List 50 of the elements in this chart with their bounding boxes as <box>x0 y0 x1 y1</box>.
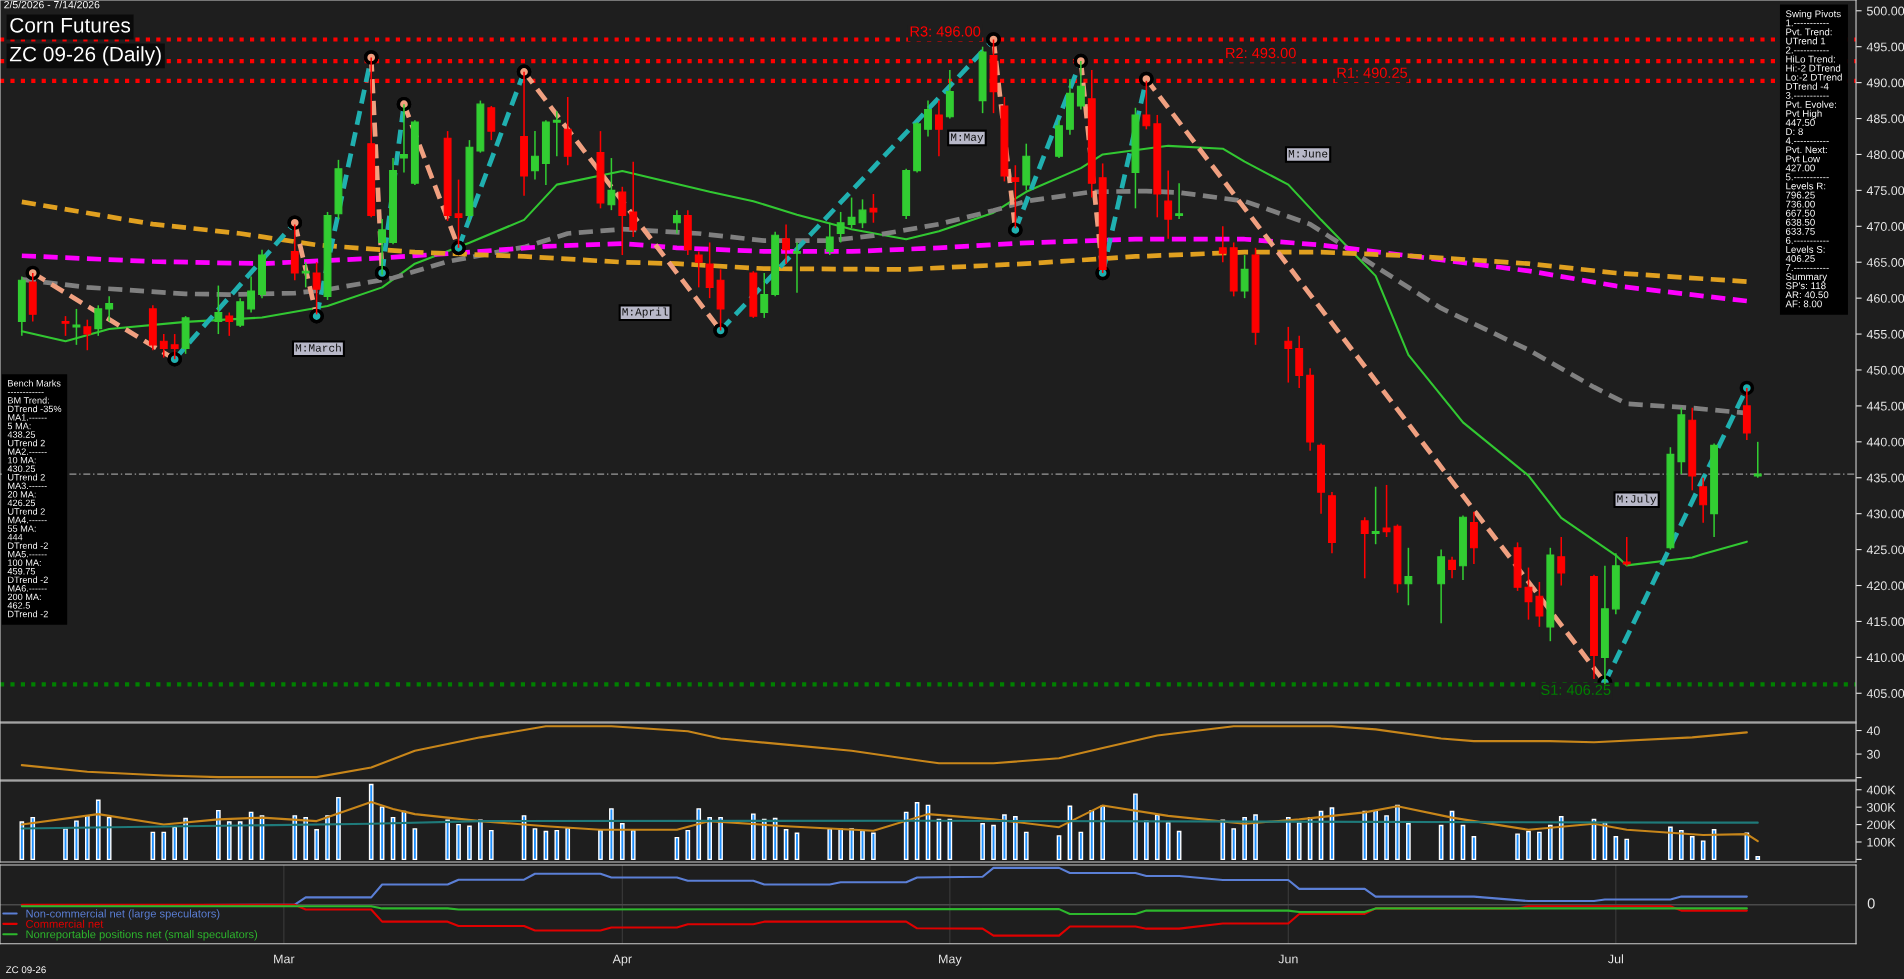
text: ZC 09-26 <box>6 966 46 974</box>
y-tick-label: 445.00 <box>1866 401 1904 411</box>
y-tick-label: 490.00 <box>1866 78 1904 88</box>
text: Corn Futures <box>10 17 131 33</box>
y-tick-label: 480.00 <box>1866 150 1904 160</box>
y-tick-label: 30 <box>1866 749 1880 759</box>
x-tick-label: Mar <box>274 954 295 964</box>
annotation: M:June <box>1288 150 1328 158</box>
y-tick-label: 100K <box>1867 837 1896 847</box>
annotation: 2/5/2026 - 7/14/2026 <box>4 0 100 9</box>
legend-label: Commercial net <box>26 919 104 928</box>
annotation: M:April <box>622 307 668 318</box>
x-tick-label: May <box>939 954 962 966</box>
y-tick-label: 475.00 <box>1866 186 1904 196</box>
annotation: M:March <box>295 343 341 352</box>
ref-line-label: R1: 490.25 <box>1337 67 1408 78</box>
x-tick-label: Jun <box>1278 954 1298 964</box>
y-tick-label: 470.00 <box>1866 222 1904 231</box>
y-tick-label: 40 <box>1866 726 1880 736</box>
y-tick-label: 435.00 <box>1866 473 1904 483</box>
y-tick-label: 300K <box>1866 802 1896 812</box>
x-tick-label: Apr <box>612 954 632 966</box>
y-tick-label: 410.00 <box>1866 653 1904 663</box>
y-tick-label: 405.00 <box>1866 689 1904 698</box>
y-tick-label: 415.00 <box>1866 617 1904 627</box>
y-tick-label: 440.00 <box>1866 437 1904 447</box>
annotation: M:May <box>950 133 984 144</box>
legend-label: Nonreportable positions net (small speculators) <box>26 930 258 941</box>
text: Swing Pivots 1.----------- Pvt. Trend: UTrend 1 2.----------- HiLo Trend: Hi:-2 DTrend Lo:-2 DTrend DTrend -4 3.----------- Pvt. Evolve: Pvt High 447.50 D: 8 4.----------- Pvt. Next: Pvt Low 427.00 5.----------- Levels R: 796.25 736.00 667.50 638.50 633.75 6.----------- Levels S: 406.25 7.----------- Summary SP's: 118 AR: 40.50 AF: 8.00 <box>1785 10 1842 308</box>
y-tick-label: 485.00 <box>1866 114 1904 124</box>
text: Bench Marks ------------ BM Trend: DTrend -35% MA1.------ 5 MA: 438.25 UTrend 2 MA2.------ 10 MA: 430.25 UTrend 2 MA3.------ 20 MA: 426.25 UTrend 2 MA4.------ 55 MA: 444 DTrend -2 MA5.------ 100 MA: 459.75 DTrend -2 MA6.------ 200 MA: 462.5 DTrend -2 <box>7 379 62 618</box>
y-tick-label: 465.00 <box>1866 258 1904 267</box>
ref-line-label: R2: 493.00 <box>1226 47 1296 59</box>
y-tick-label: 425.00 <box>1866 545 1904 555</box>
y-tick-label: 420.00 <box>1866 581 1904 591</box>
ref-line-label: S1: 406.25 <box>1541 684 1611 696</box>
annotation: M:July <box>1617 494 1657 505</box>
y-tick-label: 500.00 <box>1866 6 1904 16</box>
y-tick-label: 460.00 <box>1866 293 1904 303</box>
legend-label: Non-commercial net (large speculators) <box>26 909 220 920</box>
y-tick-label: 450.00 <box>1866 365 1904 375</box>
y-tick-label: 400K <box>1866 785 1896 795</box>
x-tick-label: Jul <box>1608 954 1623 964</box>
y-tick-label: 455.00 <box>1866 329 1904 339</box>
ref-line-label: 0 <box>1867 898 1875 909</box>
y-tick-label: 430.00 <box>1866 509 1904 519</box>
text: ZC 09-26 (Daily) <box>9 46 161 66</box>
ref-line-label: R3: 496.00 <box>910 26 981 37</box>
y-tick-label: 495.00 <box>1866 42 1904 52</box>
y-tick-label: 200K <box>1867 820 1896 830</box>
